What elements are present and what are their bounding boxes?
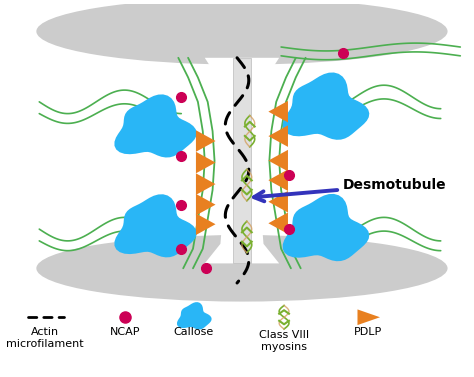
- Polygon shape: [196, 130, 216, 152]
- Polygon shape: [268, 101, 288, 123]
- Polygon shape: [357, 310, 380, 325]
- Polygon shape: [233, 58, 251, 264]
- Polygon shape: [268, 191, 288, 213]
- Polygon shape: [196, 152, 216, 173]
- Polygon shape: [114, 194, 197, 257]
- Polygon shape: [268, 213, 288, 234]
- Text: Class VIII
myosins: Class VIII myosins: [259, 330, 309, 352]
- Ellipse shape: [36, 235, 447, 302]
- Text: Actin
microfilament: Actin microfilament: [6, 327, 84, 349]
- Polygon shape: [196, 194, 216, 215]
- Polygon shape: [268, 150, 288, 172]
- Polygon shape: [205, 58, 279, 264]
- Ellipse shape: [36, 0, 447, 64]
- Polygon shape: [283, 194, 369, 261]
- Polygon shape: [283, 72, 369, 140]
- Polygon shape: [114, 94, 197, 158]
- Text: PDLP: PDLP: [354, 327, 383, 337]
- Polygon shape: [268, 169, 288, 191]
- Text: Callose: Callose: [174, 327, 214, 337]
- Polygon shape: [177, 302, 211, 329]
- Text: Desmotubule: Desmotubule: [254, 178, 447, 201]
- Text: NCAP: NCAP: [110, 327, 141, 337]
- Polygon shape: [268, 125, 288, 147]
- Polygon shape: [196, 213, 216, 235]
- Polygon shape: [196, 173, 216, 195]
